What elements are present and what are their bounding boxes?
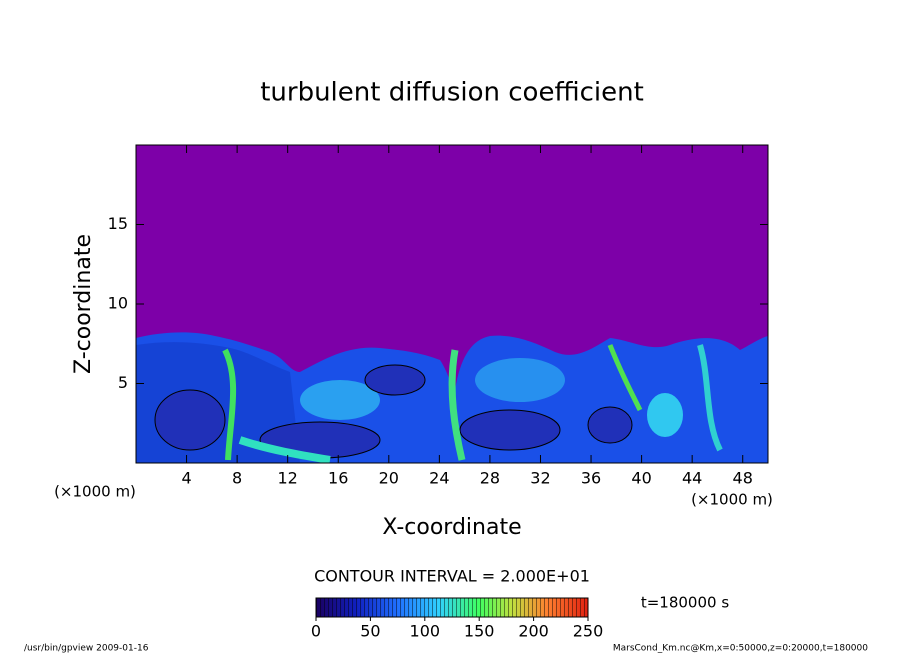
x-tick-label: 8 bbox=[232, 469, 242, 488]
field-streak bbox=[448, 349, 466, 461]
x-unit: (×1000 m) bbox=[691, 491, 773, 509]
x-tick-label: 24 bbox=[429, 469, 449, 488]
footer-left: /usr/bin/gpview 2009-01-16 bbox=[24, 644, 149, 654]
x-axis-label: X-coordinate bbox=[382, 515, 521, 540]
field-blob bbox=[154, 389, 226, 451]
field-blob bbox=[459, 409, 561, 451]
field bbox=[136, 145, 768, 463]
y-tick-label: 5 bbox=[118, 373, 128, 392]
colorbar-tick-label: 250 bbox=[573, 622, 604, 641]
field-blob bbox=[587, 406, 633, 444]
x-tick-label: 16 bbox=[328, 469, 348, 488]
colorbar-frame bbox=[315, 597, 589, 618]
time-label: t=180000 s bbox=[641, 594, 729, 612]
y-tick-label: 15 bbox=[108, 214, 128, 233]
field-streak bbox=[607, 344, 643, 412]
footer-right: MarsCond_Km.nc@Km,x=0:50000,z=0:20000,t=… bbox=[613, 644, 868, 654]
chart-title: turbulent diffusion coefficient bbox=[260, 78, 644, 108]
colorbar-tick-label: 50 bbox=[360, 622, 380, 641]
field-streak bbox=[697, 344, 723, 452]
field-streak bbox=[222, 348, 237, 461]
x-tick-label: 40 bbox=[631, 469, 651, 488]
field-blob bbox=[300, 380, 380, 420]
contour-interval: CONTOUR INTERVAL = 2.000E+01 bbox=[314, 567, 590, 586]
x-tick-label: 48 bbox=[733, 469, 753, 488]
field-streak bbox=[238, 436, 331, 463]
x-tick-label: 20 bbox=[379, 469, 399, 488]
x-unit: (×1000 m) bbox=[54, 483, 136, 501]
x-tick-label: 28 bbox=[480, 469, 500, 488]
colorbar-tick-label: 150 bbox=[464, 622, 495, 641]
y-tick-label: 10 bbox=[108, 294, 128, 313]
x-tick-label: 36 bbox=[581, 469, 601, 488]
colorbar-tick-label: 100 bbox=[410, 622, 441, 641]
x-tick-label: 4 bbox=[181, 469, 191, 488]
field-blob bbox=[475, 358, 565, 402]
x-tick-label: 12 bbox=[278, 469, 298, 488]
x-tick-label: 44 bbox=[682, 469, 702, 488]
x-tick-label: 32 bbox=[530, 469, 550, 488]
field-blob bbox=[647, 393, 683, 437]
field-blob bbox=[364, 364, 426, 396]
colorbar-tick-label: 0 bbox=[311, 622, 321, 641]
colorbar-tick-label: 200 bbox=[518, 622, 549, 641]
y-axis-label: Z-coordinate bbox=[71, 234, 96, 374]
